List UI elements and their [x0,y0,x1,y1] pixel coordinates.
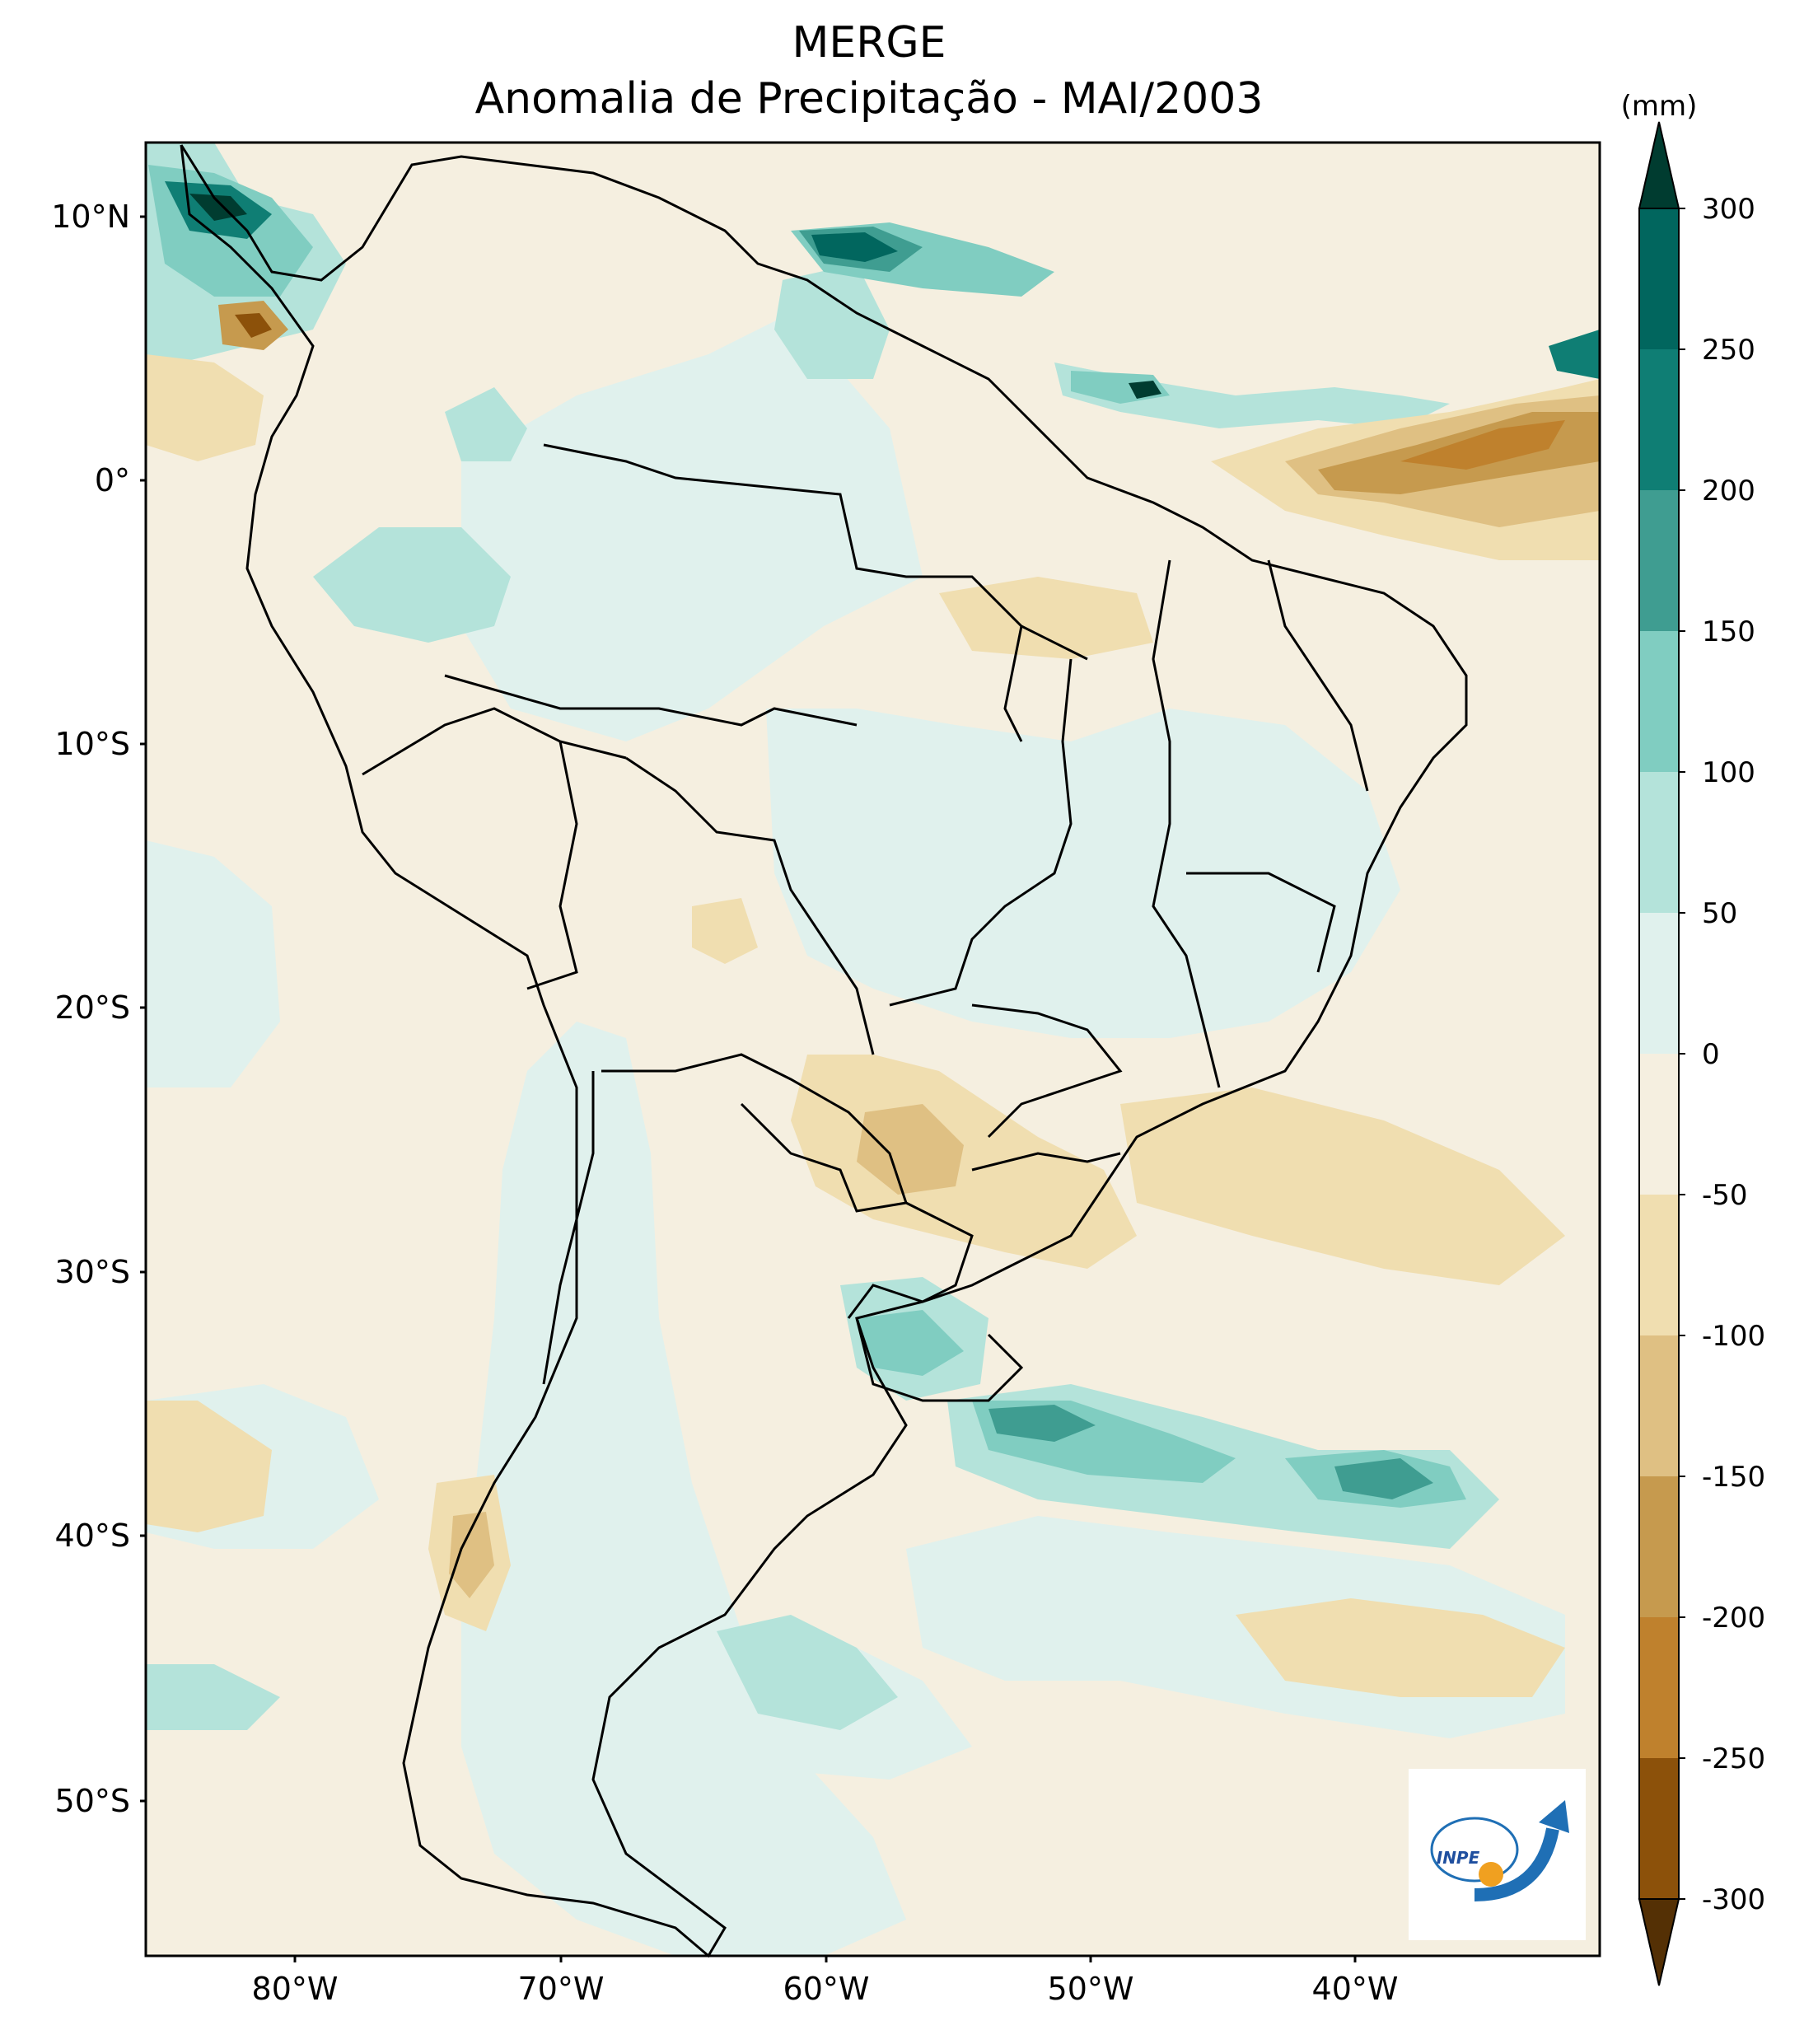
positive-anomaly-region [189,194,247,221]
lon-label: 40°W [1312,1971,1399,2007]
arrow-icon [1474,1827,1559,1901]
positive-anomaly-region [1334,1458,1433,1499]
colorbar-tick: 50 [1702,897,1737,930]
inpe-logo: INPE [1409,1769,1586,1940]
negative-anomaly-region [857,1104,964,1195]
positive-anomaly-region [313,527,511,643]
longitude-axis: 80°W 70°W 60°W 50°W 40°W [252,1956,1399,2007]
state-border [971,1152,1121,1172]
lon-label: 70°W [518,1971,605,2007]
coastline-and-borders [180,144,1468,1958]
plot-frame [144,141,1601,1957]
colorbar-tick: 0 [1702,1038,1720,1071]
state-border [1186,872,1336,973]
colorbar: (mm) 300 250 [1621,90,1765,1986]
positive-anomaly-region [146,1664,280,1730]
latitude-axis: 10°N 0° 10°S 20°S 30°S 40°S 50°S [51,199,146,1819]
positive-anomaly-region [146,840,280,1087]
country-border [362,707,627,776]
positive-anomaly-region [811,232,898,262]
colorbar-extend-bottom [1638,1898,1680,1986]
colorbar-tick: -250 [1702,1742,1765,1775]
positive-anomaly-region [766,709,1400,1038]
lon-label: 60°W [783,1971,870,2007]
colorbar-bin [1639,349,1679,490]
negative-anomaly-region [449,1512,494,1598]
country-border [855,1317,1024,1402]
negative-anomaly-region [1120,1087,1565,1285]
colorbar-tick: 250 [1702,334,1755,367]
lon-label: 50°W [1048,1971,1134,2007]
lat-label: 30°S [55,1254,130,1290]
positive-anomaly-region [1129,381,1161,399]
negative-anomaly-region [146,354,264,461]
arrow-head-icon [1539,1800,1569,1833]
positive-anomaly-region [857,1310,964,1376]
map-subtitle: Anomalia de Precipitação - MAI/2003 [474,74,1264,124]
colorbar-tick: 100 [1702,756,1755,789]
state-border [1003,625,1023,742]
colorbar-tick: -50 [1702,1179,1748,1212]
colorbar-bin [1639,913,1679,1054]
lat-label: 0° [95,462,130,498]
country-border [444,674,858,727]
positive-anomaly-region [1054,362,1450,428]
colorbar-bin [1639,208,1679,349]
country-border [543,443,1088,661]
negative-anomaly-region [1236,1598,1565,1697]
colorbar-tick: -300 [1702,1883,1765,1916]
colorbar-bin [1639,490,1679,631]
colorbar-bin [1639,1195,1679,1335]
negative-anomaly-region [692,898,758,964]
colorbar-extend-top [1638,121,1680,209]
colorbar-unit: (mm) [1621,90,1698,123]
positive-anomaly-region [774,264,890,379]
colorbar-bin [1639,1758,1679,1899]
colorbar-bin [1639,1617,1679,1758]
state-border [1267,559,1369,792]
lon-label: 80°W [252,1971,339,2007]
negative-anomaly-region [1400,420,1565,470]
colorbar-bin [1639,1335,1679,1476]
country-border [847,1201,974,1319]
negative-anomaly-region [235,313,272,338]
anomaly-field [146,143,1600,1956]
sun-icon [1479,1862,1503,1887]
map-title: MERGE [792,18,946,68]
lat-label: 20°S [55,989,130,1026]
colorbar-tick: -200 [1702,1602,1765,1635]
state-border [1152,559,1221,1088]
colorbar-tick: 300 [1702,193,1755,226]
lat-label: 40°S [55,1518,130,1554]
negative-anomaly-region [146,1401,272,1532]
country-border [601,1053,908,1213]
colorbar-tick: -100 [1702,1320,1765,1353]
positive-anomaly-region [461,1022,906,1956]
colorbar-tick: 200 [1702,475,1755,507]
colorbar-bin [1639,772,1679,913]
logo-text: INPE [1437,1848,1480,1868]
positive-anomaly-region [461,313,923,741]
positive-anomaly-region [717,1615,898,1730]
country-border [625,756,875,1055]
colorbar-tick: -150 [1702,1461,1765,1494]
colorbar-bin [1639,631,1679,772]
country-border [542,1071,595,1385]
negative-anomaly-region [791,1055,1137,1269]
colorbar-bin [1639,1054,1679,1195]
lat-label: 10°N [51,199,130,235]
country-border [526,741,578,990]
positive-anomaly-region [1549,330,1600,379]
lat-label: 10°S [55,726,130,762]
colorbar-tick: 150 [1702,615,1755,648]
positive-anomaly-region [445,387,527,461]
lat-label: 50°S [55,1783,130,1819]
state-border [971,1003,1123,1139]
orbit-icon [1430,1817,1519,1883]
positive-anomaly-region [988,1405,1096,1442]
state-border [889,658,1073,1007]
colorbar-bin [1639,1476,1679,1617]
